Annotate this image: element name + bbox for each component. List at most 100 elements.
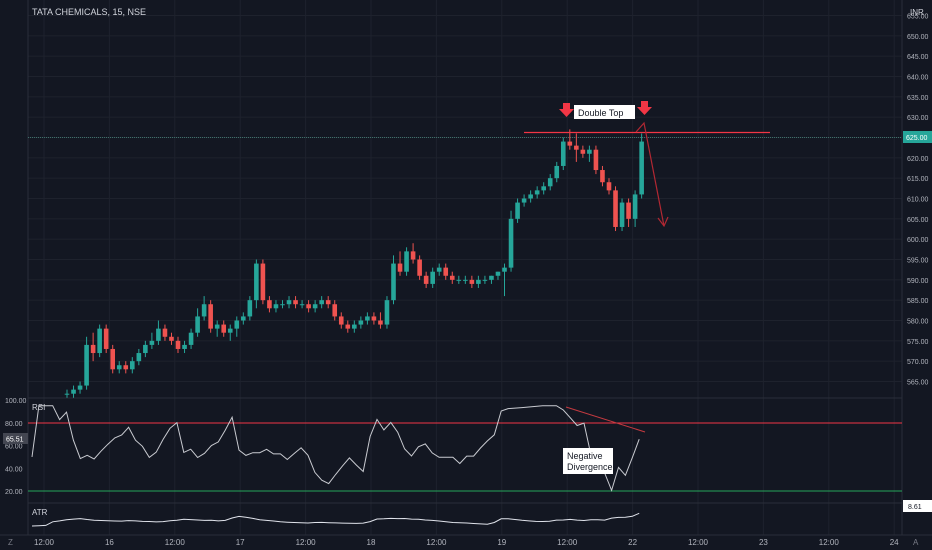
divergence-line[interactable] [565, 406, 646, 433]
candle-body [338, 316, 344, 325]
divergence-label-line-2: Divergence [567, 462, 613, 472]
price-tick-label: 570.00 [907, 359, 929, 366]
rsi-axis: 100.00 80.00 60.00 40.00 20.00 [5, 398, 27, 496]
candle [469, 275, 475, 288]
candle-body [221, 324, 227, 333]
candle-body [156, 328, 161, 341]
candle-body [417, 259, 422, 276]
candle [391, 255, 396, 305]
candle [123, 361, 129, 374]
candle-body [593, 149, 599, 171]
candle-body [502, 267, 507, 272]
candle [136, 348, 142, 366]
candle [358, 316, 364, 329]
candle [103, 324, 109, 354]
candle-body [169, 336, 174, 341]
auto-scale-icon[interactable]: A [913, 538, 919, 547]
candle [580, 145, 586, 158]
price-tick-label: 605.00 [907, 217, 929, 224]
projection-path[interactable] [635, 121, 665, 227]
candle-body [201, 304, 207, 317]
candle-body [175, 340, 181, 349]
currency-label: INR [910, 8, 924, 17]
price-axis[interactable]: 655.00 650.00 645.00 640.00 635.00 630.00 625.… [907, 14, 929, 387]
candle [84, 336, 89, 390]
time-tick-label: 12:00 [557, 538, 578, 547]
atr-value-tag [903, 500, 932, 512]
time-tick-label: 12:00 [819, 538, 840, 547]
candle-body [469, 279, 475, 284]
candle [593, 145, 599, 175]
candle-body [325, 300, 331, 305]
candle [241, 312, 246, 325]
candle [626, 198, 631, 227]
price-tick-label: 615.00 [907, 176, 929, 183]
candle-body [528, 194, 533, 199]
candle [201, 296, 207, 321]
candle-body [567, 141, 573, 146]
candle [482, 275, 488, 284]
time-tick-label: 12:00 [426, 538, 447, 547]
down-arrow-marker-1 [559, 103, 574, 117]
candle [456, 275, 462, 284]
candle-body [410, 251, 416, 260]
double-top-label-box [574, 105, 635, 119]
candle-body [515, 202, 520, 219]
candle-body [332, 304, 338, 317]
candle [156, 320, 161, 345]
candle [247, 296, 253, 321]
candle [384, 296, 390, 329]
candle [64, 389, 70, 398]
candle [423, 271, 429, 288]
candle-body [208, 304, 213, 329]
candle-body [254, 263, 259, 301]
candle-body [547, 178, 553, 187]
candle-body [476, 279, 481, 284]
candle-body [273, 304, 279, 309]
time-tick-label: 12:00 [688, 538, 709, 547]
tv-logo-icon[interactable]: Z [8, 538, 13, 547]
candle [338, 312, 344, 329]
candle [600, 165, 605, 187]
divergence-label-box [563, 448, 613, 474]
time-tick-label: 18 [367, 538, 376, 547]
candle-body [463, 279, 468, 281]
candle-body [639, 141, 644, 195]
candle [162, 324, 168, 341]
atr-line [31, 512, 640, 527]
candle [234, 316, 240, 337]
time-axis[interactable]: 12:00 16 12:00 17 12:00 18 12:00 19 12:00 22 12:00… [34, 538, 899, 547]
candle [286, 296, 292, 309]
price-tick-label: 585.00 [907, 298, 929, 305]
time-tick-label: 16 [105, 538, 114, 547]
atr-label: ATR [32, 508, 48, 517]
candle [97, 324, 102, 358]
price-tick-label: 595.00 [907, 258, 929, 265]
candle [71, 385, 76, 398]
candle [254, 259, 259, 309]
candle [436, 263, 442, 276]
candle-body [64, 393, 70, 395]
time-tick-label: 23 [759, 538, 768, 547]
candle [463, 275, 468, 284]
candle [534, 186, 540, 199]
rsi-tick-label: 80.00 [5, 421, 23, 428]
candle-body [97, 328, 102, 354]
price-tick-label: 640.00 [907, 75, 929, 82]
candle-body [443, 267, 449, 276]
candle [619, 198, 625, 232]
candle [293, 296, 298, 309]
candle [110, 344, 116, 374]
candle [587, 145, 592, 162]
price-tick-label: 610.00 [907, 197, 929, 204]
candle [508, 210, 514, 272]
candle [195, 308, 200, 337]
candle [410, 243, 416, 264]
candle-body [306, 304, 311, 309]
candle [175, 336, 181, 354]
candle [182, 340, 187, 354]
candle [332, 300, 338, 321]
price-tick-label: 620.00 [907, 156, 929, 163]
candle-body [234, 320, 240, 329]
